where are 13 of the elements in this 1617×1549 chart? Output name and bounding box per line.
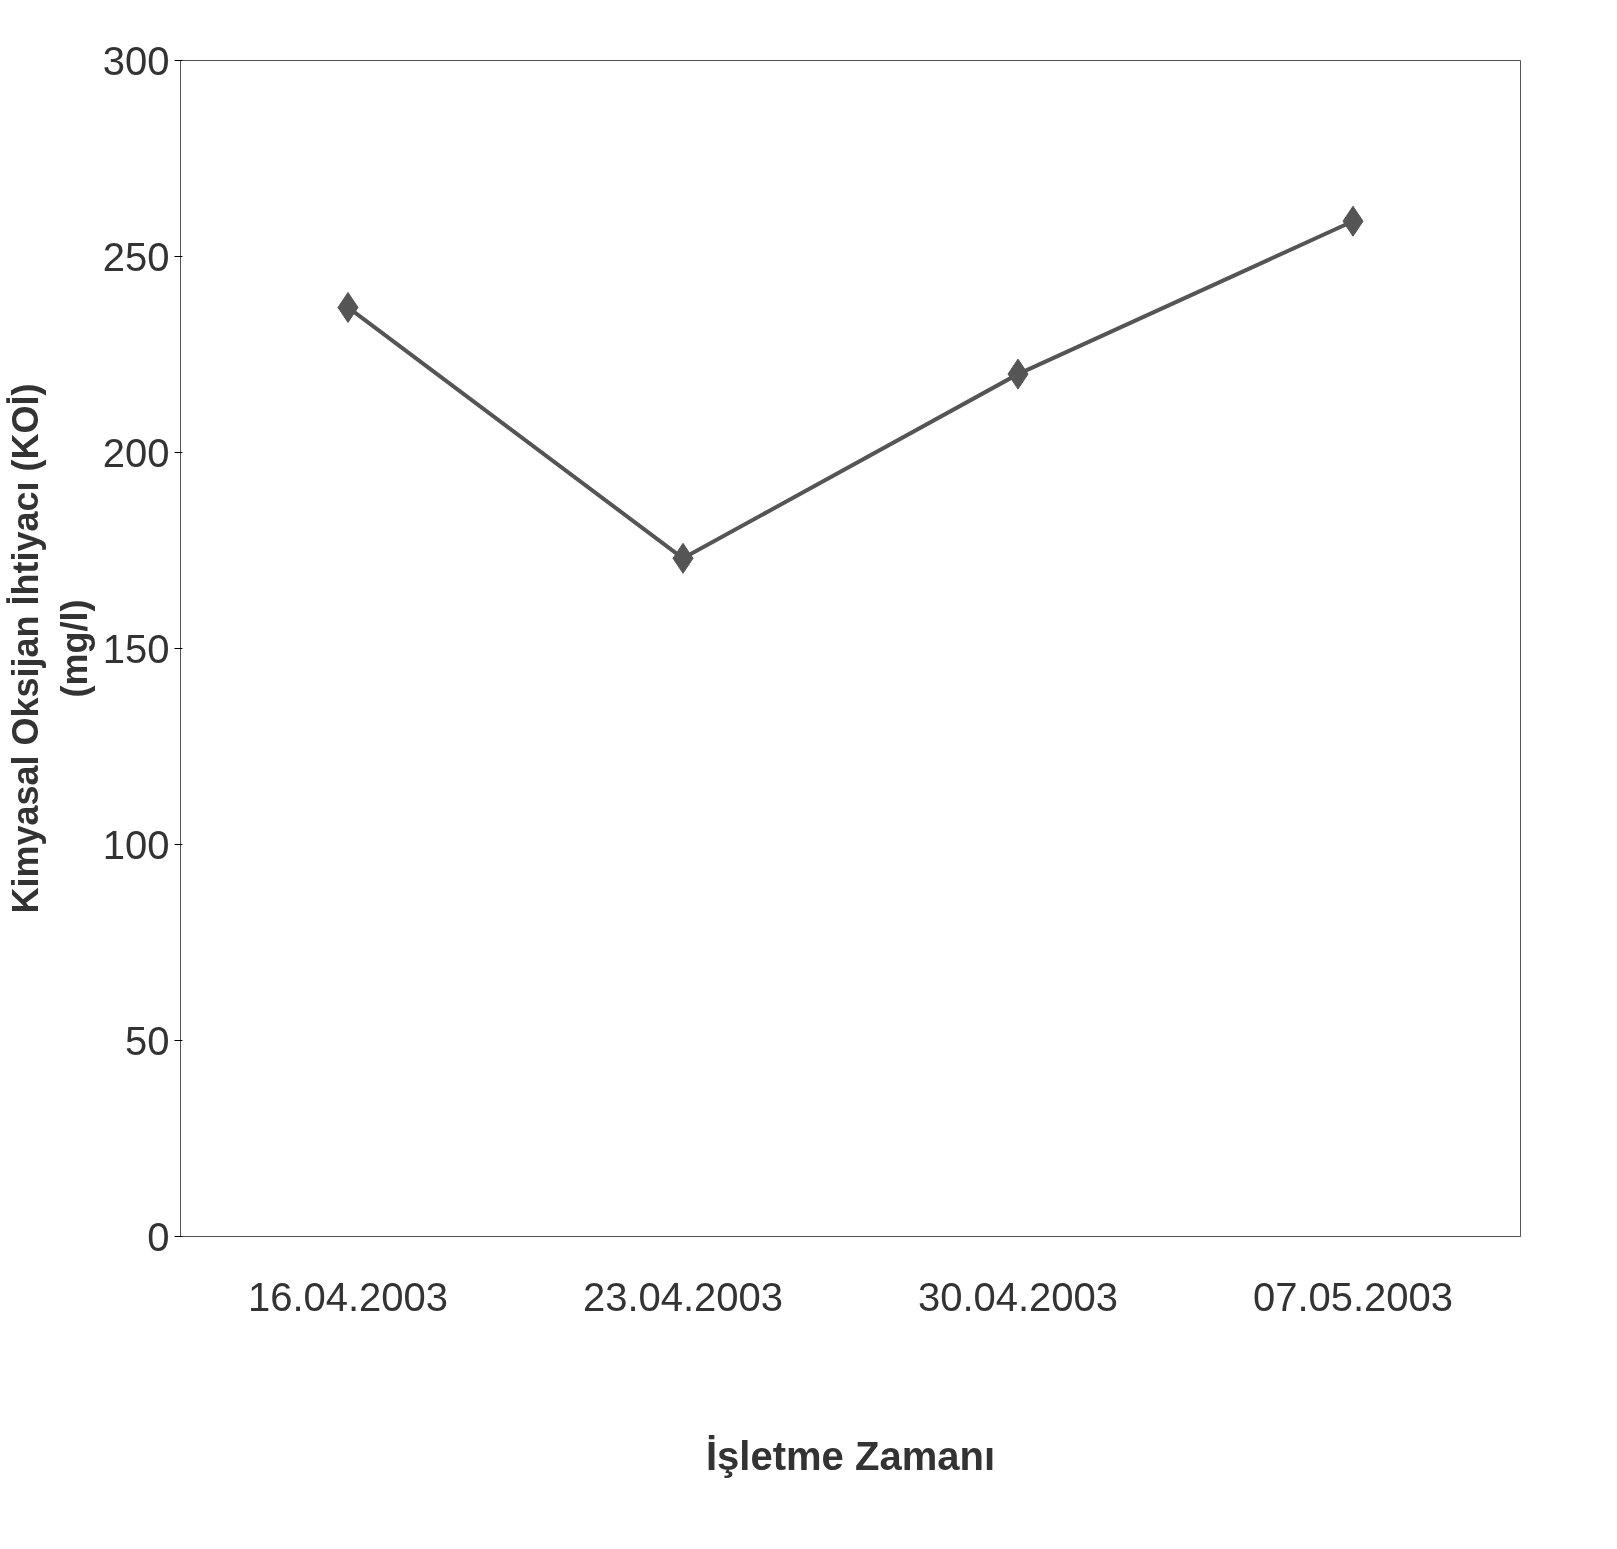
y-tick-label: 250 [102, 234, 170, 279]
y-axis-title: Kimyasal Oksijan İhtiyacı (KOİ) (mg/l) [4, 383, 95, 914]
x-tick-label: 30.04.2003 [917, 1274, 1119, 1319]
y-tick-label: 0 [147, 1214, 170, 1259]
y-tick-label: 300 [102, 38, 170, 83]
y-tick-label: 100 [102, 822, 170, 867]
x-tick-label: 23.04.2003 [582, 1274, 784, 1319]
y-tick-label: 50 [125, 1018, 170, 1063]
x-tick-label: 07.05.2003 [1252, 1274, 1454, 1319]
y-tick-label: 200 [102, 430, 170, 475]
x-tick-label: 16.04.2003 [247, 1274, 449, 1319]
x-axis-title: İşletme Zamanı [706, 1433, 996, 1478]
y-tick-label: 150 [102, 626, 170, 671]
